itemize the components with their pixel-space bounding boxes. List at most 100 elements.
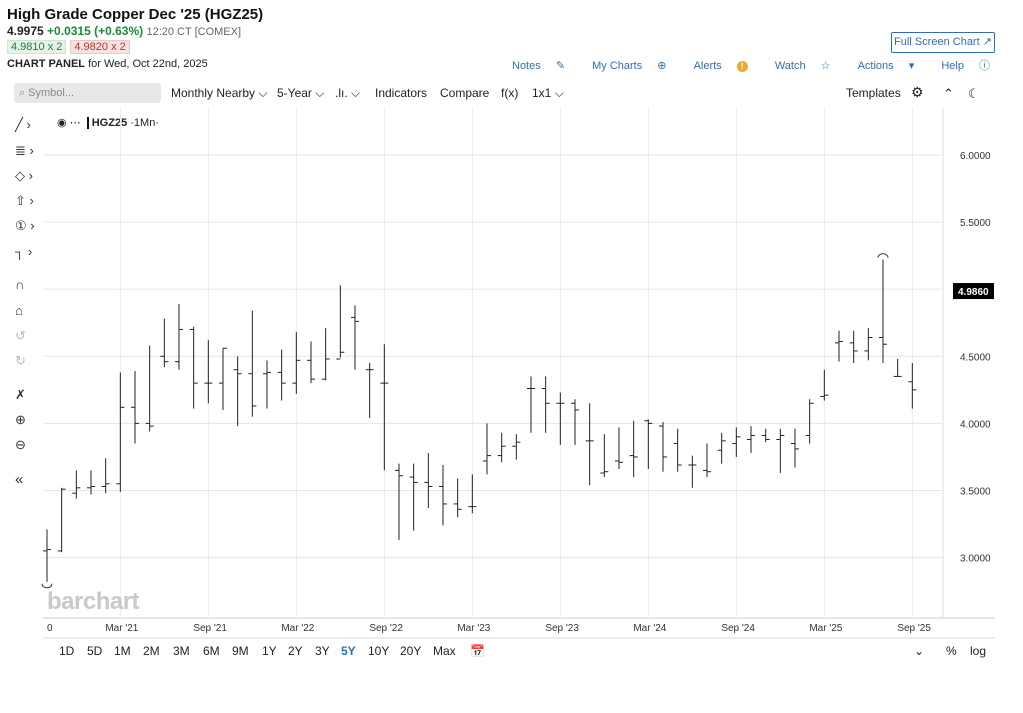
help-link[interactable]: Help ⓘ bbox=[929, 60, 990, 72]
actions-link[interactable]: Actions ▾ bbox=[846, 60, 915, 72]
ohlc-bar bbox=[776, 428, 785, 474]
ohlc-bar bbox=[805, 399, 814, 444]
watch-link[interactable]: Watch ☆ bbox=[763, 60, 831, 72]
dark-mode-moon-icon[interactable]: ☾ bbox=[968, 86, 980, 101]
trash-icon[interactable]: ✗ bbox=[15, 387, 26, 402]
mycharts-label: My Charts bbox=[592, 60, 643, 72]
timeframe-tab-2y[interactable]: 2Y bbox=[288, 644, 303, 658]
chart-links: Notes ✎ My Charts ⊕ Alerts ! Watch ☆ Act… bbox=[488, 57, 990, 73]
zoom-out-icon[interactable]: ⊖ bbox=[15, 437, 26, 452]
extreme-markers bbox=[41, 253, 889, 589]
ohlc-bar bbox=[512, 434, 521, 460]
chart-panel-date: for Wed, Oct 22nd, 2025 bbox=[88, 58, 208, 70]
ohlc-bar bbox=[439, 465, 447, 526]
layout-dropdown[interactable]: 1x1 ⌵ bbox=[532, 86, 564, 101]
log-scale-button[interactable]: log bbox=[970, 644, 987, 658]
ohlc-bar bbox=[57, 487, 66, 553]
alerts-link[interactable]: Alerts ! bbox=[682, 60, 748, 72]
edit-icon: ✎ bbox=[555, 60, 566, 72]
quote-time: 12:20 CT [COMEX] bbox=[146, 26, 242, 38]
y-tick-label: 5.5000 bbox=[960, 218, 991, 229]
chevron-down-icon: ⌵ bbox=[258, 86, 268, 100]
x-axis: 0 Mar '21 Sep '21 Mar '22 Sep '22 Mar '23 Sep … bbox=[47, 623, 931, 634]
ohlc-bar bbox=[497, 432, 506, 463]
ohlc-bar bbox=[248, 310, 257, 417]
chart-legend: ◉ ⋯ HGZ25 ·1Mn· bbox=[57, 116, 159, 129]
ohlc-bar bbox=[263, 360, 271, 409]
fx-button[interactable]: f(x) bbox=[501, 86, 519, 100]
timeframe-tab-3m[interactable]: 3M bbox=[173, 644, 190, 658]
timeframe-tab-1m[interactable]: 1M bbox=[114, 644, 131, 658]
percent-scale-button[interactable]: % bbox=[946, 644, 957, 658]
collapse-up-icon[interactable]: ⌃ bbox=[943, 86, 954, 101]
ohlc-bar bbox=[233, 356, 242, 427]
fib-tool-icon[interactable]: ≣ › bbox=[15, 143, 34, 158]
timeframe-tab-5d[interactable]: 5D bbox=[87, 644, 103, 658]
timeframe-tab-20y[interactable]: 20Y bbox=[400, 644, 422, 658]
annotation-tool-icon[interactable]: ① › bbox=[15, 218, 35, 233]
x-tick-label: Sep '23 bbox=[545, 623, 579, 634]
ohlc-bar bbox=[409, 463, 418, 531]
timeframe-tab-10y[interactable]: 10Y bbox=[368, 644, 390, 658]
question-icon: ⓘ bbox=[979, 60, 990, 72]
timeframe-tab-9m[interactable]: 9M bbox=[232, 644, 249, 658]
eye-icon[interactable]: ◉ bbox=[57, 117, 67, 129]
search-icon: ⌕ bbox=[19, 87, 26, 99]
settings-gear-icon[interactable]: ⚙ bbox=[911, 84, 924, 100]
y-tick-label: 6.0000 bbox=[960, 151, 991, 162]
y-tick-label: 4.5000 bbox=[960, 352, 991, 363]
timeframe-tab-1d[interactable]: 1D bbox=[59, 644, 75, 658]
compare-button[interactable]: Compare bbox=[440, 86, 490, 100]
calendar-icon[interactable]: 📅 bbox=[470, 644, 485, 658]
ohlc-bar bbox=[688, 455, 697, 488]
bid-badge: 4.9810 x 2 bbox=[7, 40, 67, 54]
legend-symbol: HGZ25 bbox=[91, 117, 128, 129]
measure-tool-icon[interactable]: ┐ › bbox=[15, 244, 33, 259]
y-axis: 3.00003.50004.00004.50005.00005.50006.00… bbox=[960, 151, 991, 565]
collapse-sidebar-icon[interactable]: « bbox=[15, 471, 24, 488]
timeframe-tab-1y[interactable]: 1Y bbox=[262, 644, 277, 658]
ohlc-bar bbox=[131, 371, 139, 444]
chevron-down-icon: ⌵ bbox=[315, 86, 325, 100]
period-label: 5-Year bbox=[277, 86, 312, 100]
ohlc-bar bbox=[673, 428, 682, 472]
timeframe-tab-6m[interactable]: 6M bbox=[203, 644, 220, 658]
bar-type-dropdown[interactable]: .lı. ⌵ bbox=[335, 86, 360, 101]
timeframe-tab-2m[interactable]: 2M bbox=[143, 644, 160, 658]
more-icon[interactable]: ⋯ bbox=[69, 117, 81, 129]
notes-label: Notes bbox=[512, 60, 541, 72]
last-price-badge-label: 4.9860 bbox=[958, 287, 989, 298]
timeframe-tab-max[interactable]: Max bbox=[433, 644, 456, 658]
indicators-button[interactable]: Indicators bbox=[375, 86, 428, 100]
redo-icon[interactable]: ↻ bbox=[15, 353, 26, 368]
zoom-in-icon[interactable]: ⊕ bbox=[15, 412, 26, 427]
templates-button[interactable]: Templates bbox=[846, 86, 901, 100]
symbol-search-placeholder: Symbol... bbox=[28, 87, 75, 99]
full-screen-chart-button[interactable]: Full Screen Chart ↗ bbox=[891, 32, 995, 53]
symbol-search-input[interactable]: ⌕ Symbol... bbox=[14, 83, 161, 103]
line-tool-icon[interactable]: ╱ › bbox=[15, 117, 31, 132]
ohlc-bar bbox=[365, 363, 374, 419]
shape-tool-icon[interactable]: ◇ › bbox=[15, 168, 33, 183]
lock-icon[interactable]: ⌂ bbox=[15, 303, 23, 318]
y-tick-label: 3.5000 bbox=[960, 487, 991, 498]
period-dropdown[interactable]: 5-Year ⌵ bbox=[277, 86, 324, 101]
nearby-dropdown[interactable]: Monthly Nearby ⌵ bbox=[171, 86, 268, 101]
ohlc-bar bbox=[585, 403, 594, 486]
ohlc-bar bbox=[101, 458, 110, 494]
last-price-badge: 4.9860 bbox=[953, 283, 994, 300]
price-line: 4.9975 +0.0315 (+0.63%) 12:20 CT [COMEX] bbox=[7, 24, 241, 38]
timeframe-tab-5y[interactable]: 5Y bbox=[341, 644, 356, 658]
arrow-tool-icon[interactable]: ⇧ › bbox=[15, 193, 34, 208]
ohlc-bar bbox=[879, 259, 887, 363]
ohlc-bar bbox=[219, 347, 227, 410]
ohlc-bar bbox=[703, 443, 711, 478]
magnet-icon[interactable]: ∩ bbox=[15, 277, 25, 292]
mycharts-link[interactable]: My Charts ⊕ bbox=[580, 60, 666, 72]
undo-icon[interactable]: ↺ bbox=[15, 328, 26, 343]
notes-link[interactable]: Notes ✎ bbox=[500, 60, 565, 72]
timeframe-tab-3y[interactable]: 3Y bbox=[315, 644, 330, 658]
chevron-double-down-icon[interactable]: ⌄ bbox=[914, 644, 925, 658]
ohlc-bar bbox=[483, 423, 491, 475]
